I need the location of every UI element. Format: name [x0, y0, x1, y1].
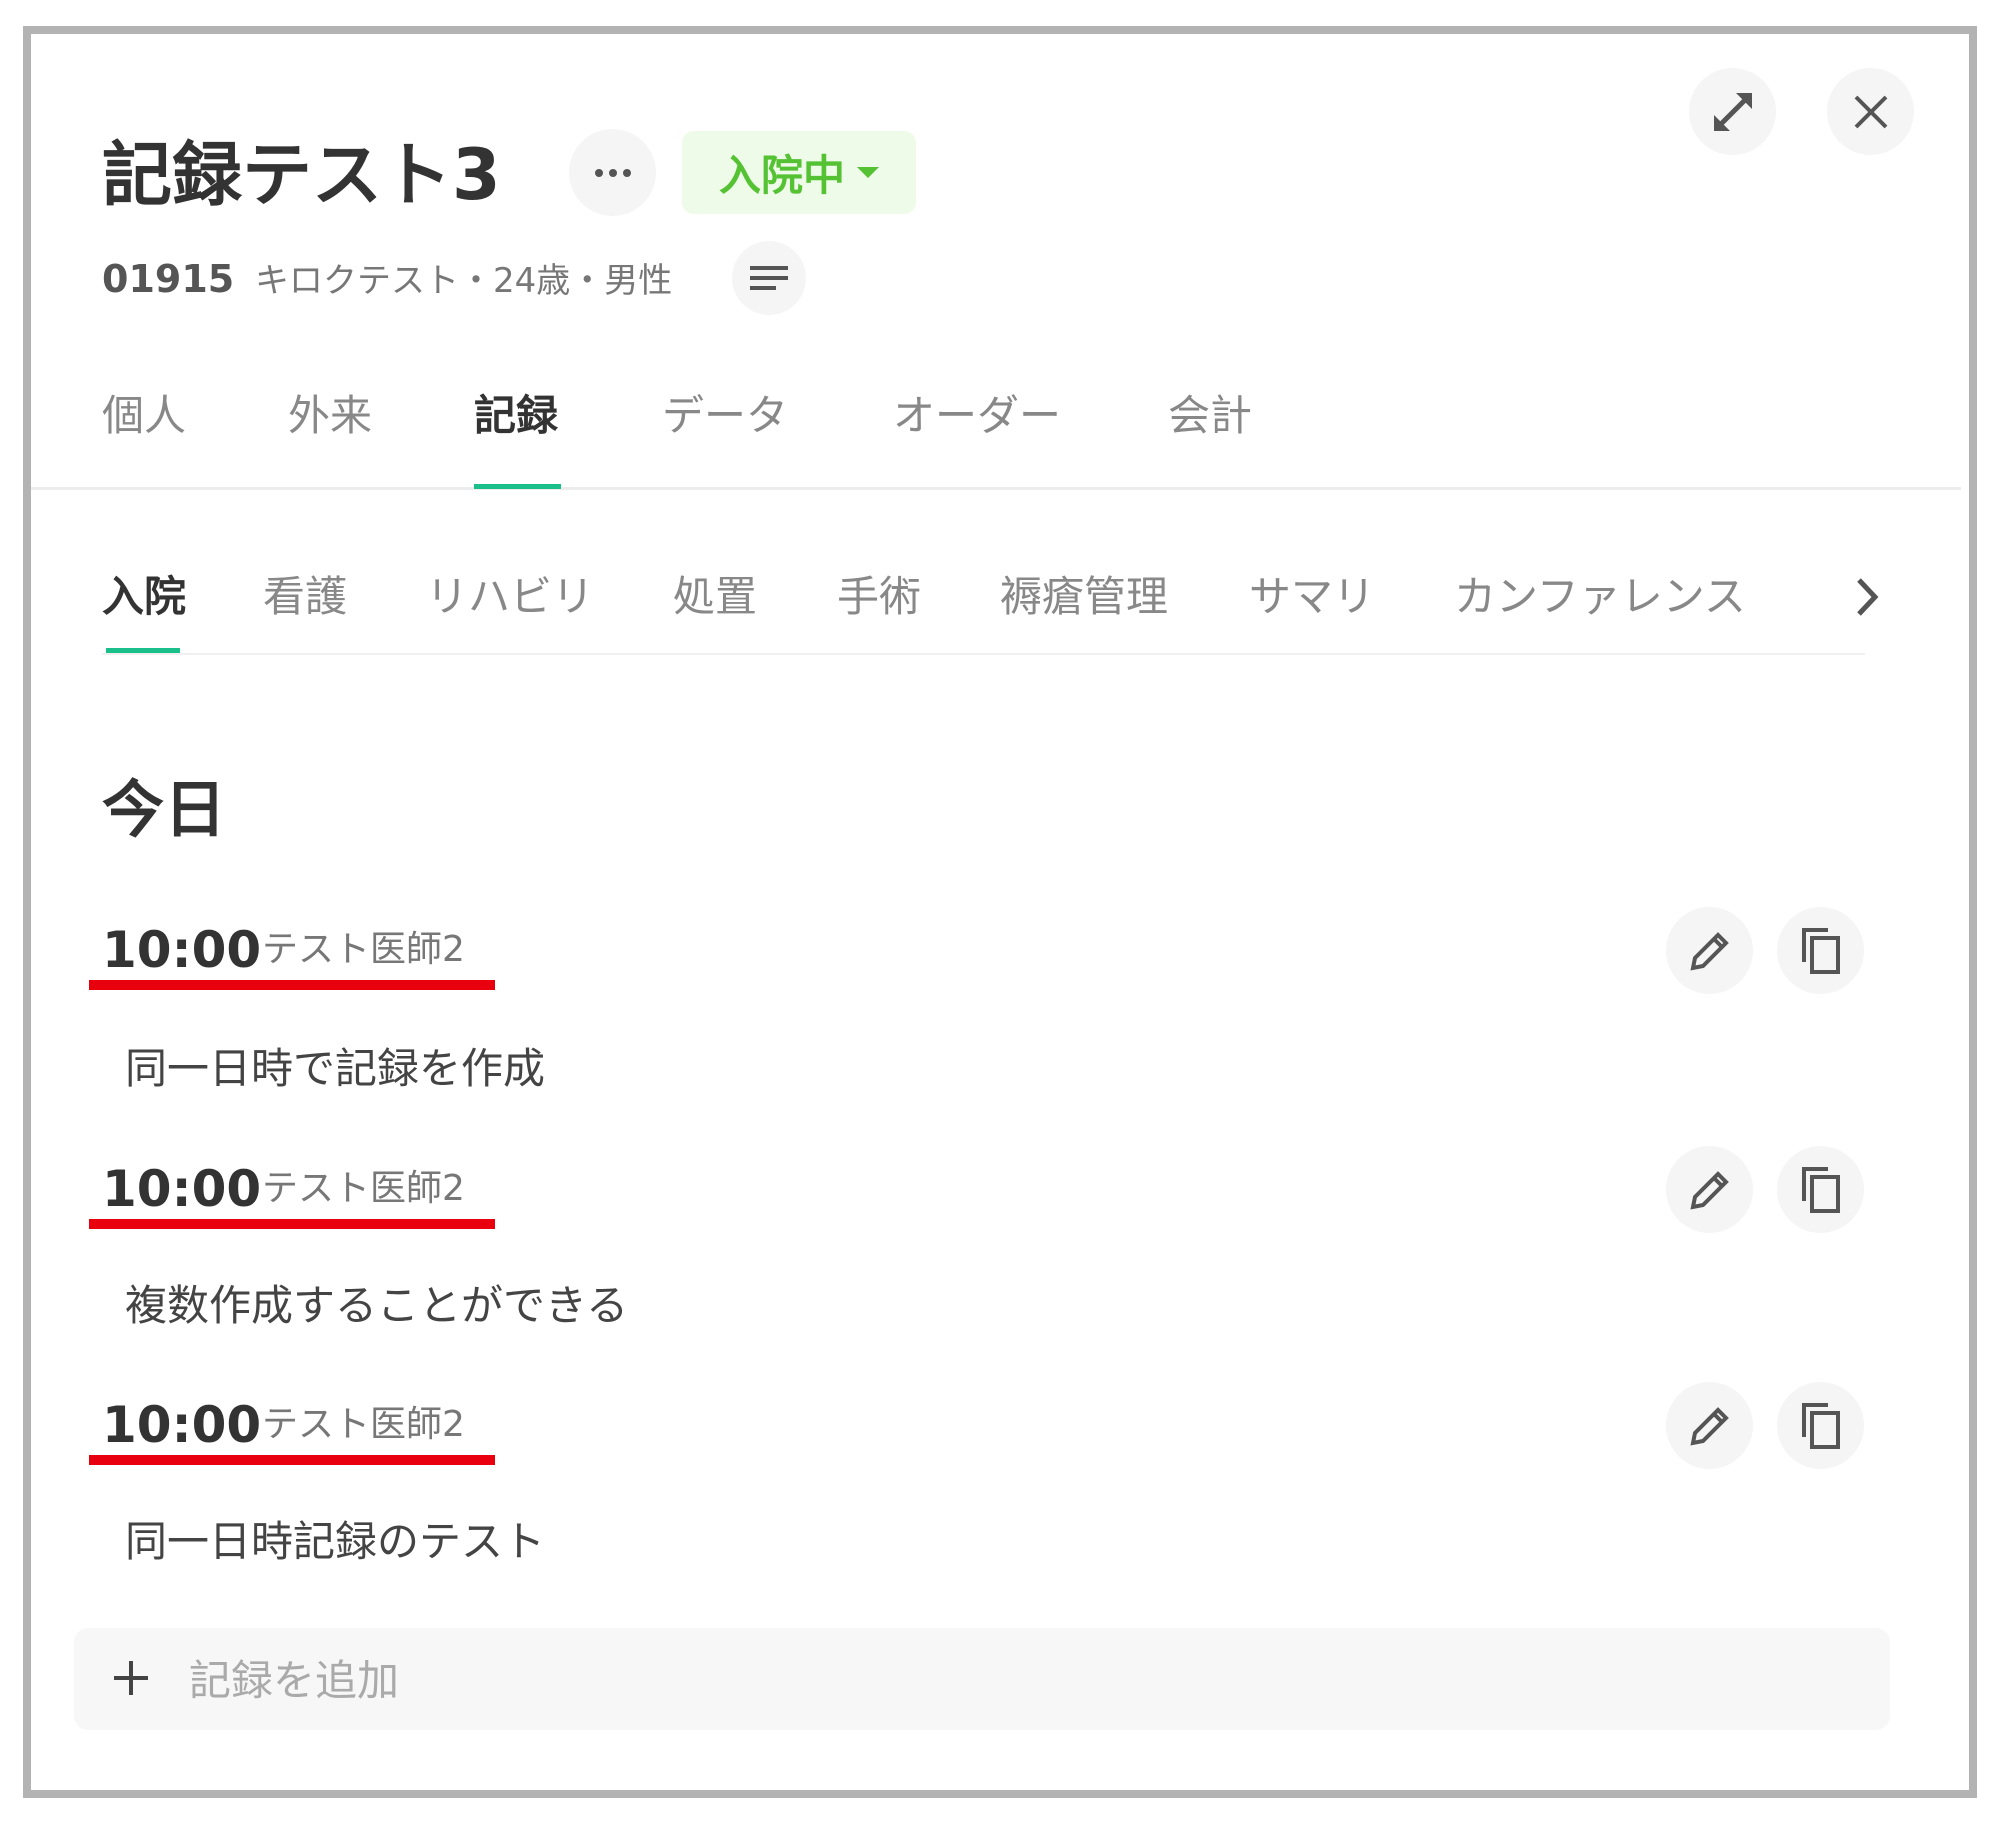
active-tab-indicator: [474, 484, 561, 489]
record-text: 同一日時で記録を作成: [125, 1044, 546, 1093]
ellipsis-icon: [594, 168, 631, 177]
expand-icon: [1713, 92, 1752, 131]
plus-icon: [114, 1661, 148, 1695]
record-time: 10:00: [102, 1396, 262, 1454]
lines-icon: [750, 266, 788, 290]
tab-outpatient[interactable]: 外来: [288, 391, 373, 440]
subtab-nursing[interactable]: 看護: [263, 572, 348, 621]
copy-icon: [1801, 1402, 1840, 1449]
tab-personal[interactable]: 個人: [102, 391, 187, 440]
expand-button[interactable]: [1689, 68, 1776, 155]
copy-icon: [1801, 1166, 1840, 1213]
add-record-label: 記録を追加: [189, 1656, 400, 1705]
record-text: 複数作成することができる: [125, 1281, 629, 1330]
status-label: 入院中: [718, 151, 845, 200]
record-text: 同一日時記録のテスト: [125, 1517, 546, 1566]
subtab-pressure-ulcer[interactable]: 褥瘡管理: [1000, 572, 1169, 621]
record-author: テスト医師2: [262, 1404, 465, 1445]
patient-info: キロクテスト・24歳・男性: [255, 261, 673, 301]
page-title: 記録テスト3: [102, 134, 501, 216]
status-dropdown[interactable]: 入院中: [682, 131, 916, 214]
close-button[interactable]: [1827, 68, 1914, 155]
tab-records[interactable]: 記録: [474, 391, 559, 440]
subtab-admission[interactable]: 入院: [102, 572, 187, 621]
record-author: テスト医師2: [262, 1168, 465, 1209]
section-title: 今日: [102, 773, 227, 846]
patient-id: 01915: [102, 257, 235, 301]
details-button[interactable]: [732, 241, 806, 315]
copy-icon: [1801, 927, 1840, 974]
subtab-conference[interactable]: カンファレンス: [1454, 572, 1746, 621]
copy-record-button[interactable]: [1777, 907, 1864, 994]
subtab-rehabilitation[interactable]: リハビリ: [426, 572, 595, 621]
highlight-underline: [89, 980, 495, 990]
subtab-treatment[interactable]: 処置: [673, 572, 758, 621]
edit-record-button[interactable]: [1666, 1382, 1753, 1469]
more-button[interactable]: [569, 129, 656, 216]
pencil-icon: [1689, 1406, 1729, 1446]
patient-panel: [23, 26, 1977, 1798]
record-author: テスト医師2: [262, 929, 465, 970]
pencil-icon: [1689, 931, 1729, 971]
pencil-icon: [1689, 1170, 1729, 1210]
tabs-divider: [31, 487, 1961, 490]
edit-record-button[interactable]: [1666, 1146, 1753, 1233]
add-record-button[interactable]: [74, 1628, 1890, 1730]
record-time: 10:00: [102, 1160, 262, 1218]
copy-record-button[interactable]: [1777, 1146, 1864, 1233]
highlight-underline: [89, 1219, 495, 1229]
edit-record-button[interactable]: [1666, 907, 1753, 994]
close-icon: [1854, 95, 1887, 128]
subtab-summary[interactable]: サマリ: [1249, 572, 1376, 621]
record-time: 10:00: [102, 921, 262, 979]
tab-billing[interactable]: 会計: [1168, 391, 1253, 440]
tab-orders[interactable]: オーダー: [893, 391, 1062, 440]
subtab-surgery[interactable]: 手術: [837, 572, 922, 621]
chevron-right-icon[interactable]: [1853, 576, 1881, 618]
highlight-underline: [89, 1455, 495, 1465]
copy-record-button[interactable]: [1777, 1382, 1864, 1469]
subtabs-divider: [102, 653, 1865, 655]
active-subtab-indicator: [106, 648, 180, 653]
tab-data[interactable]: データ: [662, 391, 789, 440]
caret-down-icon: [857, 167, 879, 178]
